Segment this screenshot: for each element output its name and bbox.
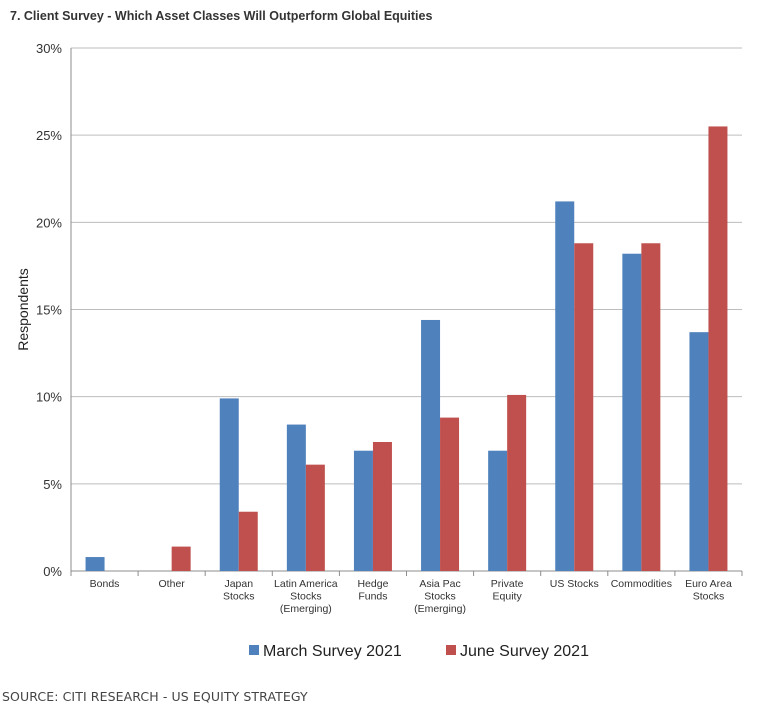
bar (708, 126, 728, 571)
bar (238, 511, 258, 571)
bar (219, 398, 239, 571)
x-tick-label: Asia Pac Stocks (Emerging) (414, 578, 466, 615)
bar (488, 450, 508, 571)
x-tick-label: Latin America Stocks (Emerging) (274, 578, 338, 615)
chart-title: 7. Client Survey - Which Asset Classes W… (10, 9, 433, 23)
bar (286, 424, 306, 571)
bar (507, 394, 527, 571)
bar (641, 243, 661, 571)
bar (574, 243, 594, 571)
source-note: SOURCE: CITI RESEARCH - US EQUITY STRATE… (2, 689, 308, 704)
x-tick-label: Euro Area Stocks (685, 578, 732, 603)
bar-chart: 0% 5% 10% 15% 20% 25% 30% Respondents Bonds Other… (15, 41, 743, 660)
x-tick-label: Private Equity (491, 578, 524, 603)
bar (372, 441, 392, 571)
x-tick-label: Japan Stocks (223, 578, 255, 603)
y-tick-label: 15% (36, 303, 62, 318)
y-tick-label: 25% (36, 128, 62, 143)
bar (440, 417, 460, 571)
bar (555, 201, 575, 571)
bar (171, 546, 191, 571)
y-tick-label: 20% (36, 215, 62, 230)
legend-swatch (249, 645, 259, 655)
legend-swatch (446, 645, 456, 655)
x-tick-label: Bonds (90, 578, 120, 590)
y-tick-label: 5% (43, 477, 62, 492)
x-tick-label: Hedge Funds (357, 578, 388, 603)
x-tick-label: Commodities (611, 578, 672, 590)
bar (305, 464, 325, 571)
y-tick-label: 0% (43, 564, 62, 579)
x-tick-label: US Stocks (550, 578, 599, 590)
x-tick-label: Other (159, 578, 186, 590)
bar (689, 332, 709, 571)
y-axis-label: Respondents (15, 268, 31, 351)
legend-label: June Survey 2021 (460, 643, 589, 660)
y-tick-label: 10% (36, 390, 62, 405)
bar (353, 450, 373, 571)
bar (622, 253, 642, 572)
y-tick-label: 30% (36, 41, 62, 56)
bar (421, 319, 441, 571)
bar (85, 557, 105, 571)
legend-label: March Survey 2021 (263, 643, 402, 660)
